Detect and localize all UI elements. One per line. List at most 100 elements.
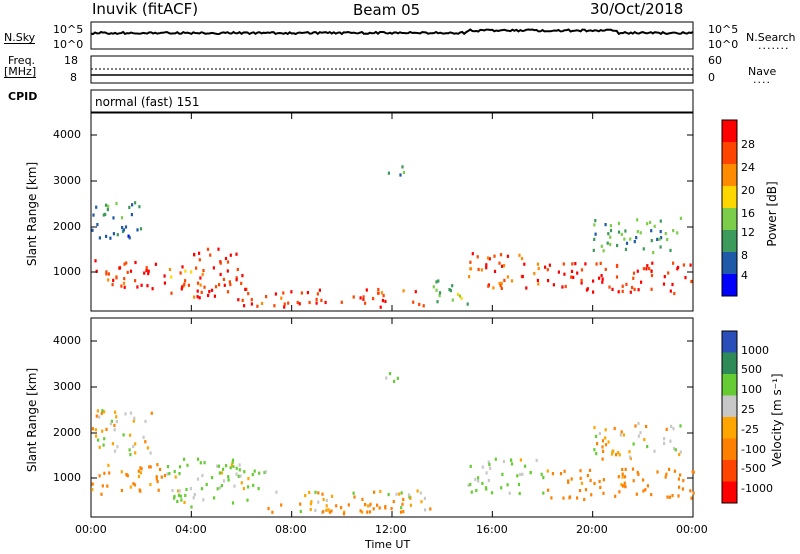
power-cell (107, 278, 110, 282)
velocity-cell (180, 498, 183, 502)
velocity-cell (419, 491, 422, 495)
velocity-cell (96, 409, 99, 413)
power-cell (226, 260, 230, 264)
nsearch-tick-bottom: 10^0 (708, 38, 739, 51)
velocity-cell (275, 490, 278, 494)
power-cell (91, 228, 94, 232)
velocity-cell (184, 493, 187, 497)
velocity-cell (385, 376, 388, 380)
velocity-cell (330, 509, 333, 513)
velocity-cell (129, 453, 132, 457)
power-cell (184, 269, 187, 273)
velocity-cell (665, 427, 668, 431)
power-cell (145, 266, 148, 270)
velocity-cell (166, 465, 170, 469)
power-cell (223, 283, 226, 287)
velocity-cell (639, 431, 642, 435)
power-cell (195, 266, 198, 270)
power-cell (499, 253, 503, 257)
velocity-cell (242, 487, 245, 491)
velocity-cell (114, 449, 117, 453)
power-cell (486, 256, 490, 260)
power-cell (599, 261, 602, 265)
velocity-cell (637, 421, 640, 426)
velocity-cell (178, 489, 181, 493)
velocity-cell (602, 449, 605, 453)
power-cell (666, 237, 669, 242)
velocity-cell (366, 510, 369, 514)
power-cell (109, 236, 112, 240)
velocity-cell (540, 472, 543, 476)
velocity-cell (604, 443, 608, 447)
velocity-cell (673, 447, 676, 451)
power-cell (682, 263, 685, 267)
power-cell (147, 269, 150, 273)
velocity-cell (559, 472, 563, 476)
power-cbar-label: Power [dB] (765, 181, 779, 247)
velocity-cell (470, 490, 473, 494)
nsky-tick-bottom: 10^0 (53, 38, 84, 51)
velocity-cell (542, 476, 545, 480)
velocity-cell (593, 448, 596, 452)
power-cell (574, 262, 577, 266)
velocity-cell (578, 489, 582, 493)
velocity-cell (176, 499, 179, 504)
power-cell (115, 276, 118, 280)
power-cell (236, 267, 239, 272)
power-cell (435, 280, 438, 284)
power-cell (320, 298, 323, 302)
power-cell (570, 275, 573, 279)
velocity-cell (227, 475, 230, 479)
velocity-cell (314, 508, 317, 512)
power-cell (402, 289, 405, 293)
power-cell (384, 299, 387, 303)
velocity-cell (190, 505, 193, 509)
power-cell (592, 290, 595, 294)
power-cell (544, 265, 547, 269)
power-cell (633, 240, 636, 244)
velocity-cell (598, 479, 601, 484)
power-cell (121, 226, 124, 230)
velocity-cell (583, 497, 586, 502)
velocity-cell (601, 457, 604, 461)
power-cell (570, 269, 574, 273)
power-cell (523, 262, 526, 266)
power-cell (298, 302, 301, 306)
power-cell (241, 298, 244, 302)
velocity-cell (634, 424, 637, 428)
velocity-cell (264, 470, 267, 474)
velocity-cell (220, 471, 223, 475)
power-cell (280, 296, 283, 300)
power-cell (147, 272, 150, 276)
power-cell (563, 272, 566, 276)
velocity-cell (620, 430, 623, 434)
velocity-cell (243, 470, 246, 474)
power-cell (533, 271, 536, 276)
power-cell (669, 289, 672, 293)
velocity-cell (579, 469, 582, 473)
power-cell (660, 236, 663, 240)
power-cell (510, 279, 514, 283)
velocity-cell (407, 493, 410, 497)
nsky-label: N.Sky (4, 31, 36, 44)
power-cell (617, 290, 620, 294)
power-cell (170, 275, 173, 279)
velocity-cell (576, 496, 579, 500)
power-cbar-tick-24: 24 (741, 161, 755, 174)
power-cell (488, 257, 491, 261)
power-cell (640, 280, 643, 284)
power-cell (649, 220, 652, 224)
power-cell (422, 304, 425, 308)
power-cell (561, 285, 564, 289)
power-cell (625, 241, 629, 245)
velocity-cbar-tick-25: 25 (741, 403, 755, 416)
power-cell (290, 290, 293, 294)
velocity-cell (217, 464, 220, 468)
velocity-cell (183, 500, 186, 504)
velocity-cell (335, 504, 338, 508)
velocity-cbar-tick-m25: -25 (741, 423, 759, 436)
velocity-cell (679, 450, 682, 454)
velocity-cell (328, 510, 331, 514)
velocity-cell (579, 476, 582, 480)
power-cell (673, 291, 676, 296)
